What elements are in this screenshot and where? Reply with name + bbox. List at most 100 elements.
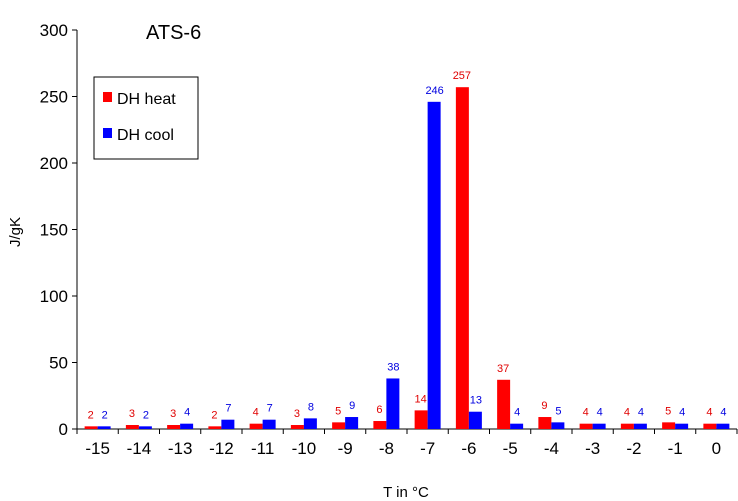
- x-tick-label: -3: [585, 439, 600, 458]
- data-label-heat: 37: [497, 363, 509, 375]
- data-label-heat: 6: [376, 404, 382, 416]
- bar-cool: [386, 378, 400, 429]
- data-label-heat: 257: [453, 70, 471, 82]
- data-label-cool: 2: [102, 409, 108, 421]
- y-axis-title: J/gK: [7, 217, 24, 247]
- data-label-cool: 38: [387, 361, 399, 373]
- x-tick-label: -9: [338, 439, 353, 458]
- x-tick-label: -5: [503, 439, 518, 458]
- x-tick-label: -10: [292, 439, 317, 458]
- bar-cool: [592, 423, 606, 429]
- data-label-heat: 4: [624, 407, 630, 419]
- bar-heat: [497, 379, 511, 429]
- data-label-cool: 4: [638, 407, 644, 419]
- x-tick-label: -2: [626, 439, 641, 458]
- data-label-heat: 4: [253, 407, 259, 419]
- data-label-heat: 4: [706, 407, 712, 419]
- legend-swatch-cool: [103, 128, 112, 138]
- bar-heat: [373, 421, 387, 429]
- bar-cool: [345, 417, 359, 429]
- y-tick-label: 200: [40, 154, 68, 173]
- bar-cool: [303, 418, 317, 429]
- data-label-cool: 246: [425, 85, 443, 97]
- bar-cool: [633, 423, 647, 429]
- legend: DH heat DH cool: [93, 76, 199, 160]
- data-label-heat: 14: [415, 393, 427, 405]
- bar-cool: [716, 423, 730, 429]
- bar-heat: [703, 423, 717, 429]
- data-label-cool: 7: [225, 403, 231, 415]
- data-label-cool: 9: [349, 400, 355, 412]
- data-label-heat: 5: [335, 405, 341, 417]
- x-tick-label: -7: [420, 439, 435, 458]
- bar-heat: [538, 417, 552, 429]
- data-label-cool: 13: [470, 395, 482, 407]
- x-tick-label: -1: [668, 439, 683, 458]
- bar-cool: [551, 422, 565, 429]
- x-tick-label: -8: [379, 439, 394, 458]
- x-tick-label: 0: [712, 439, 721, 458]
- bars: [84, 87, 730, 429]
- y-tick-label: 100: [40, 287, 68, 306]
- bar-heat: [249, 423, 263, 429]
- x-tick-label: -15: [85, 439, 110, 458]
- data-label-cool: 4: [514, 407, 520, 419]
- bar-cool: [180, 423, 194, 429]
- data-label-heat: 2: [211, 409, 217, 421]
- data-label-cool: 2: [143, 409, 149, 421]
- x-tick-label: -14: [127, 439, 152, 458]
- bar-heat: [125, 425, 139, 429]
- bar-heat: [84, 426, 98, 429]
- bar-cool: [468, 411, 482, 429]
- x-tick-label: -13: [168, 439, 193, 458]
- data-label-heat: 3: [294, 408, 300, 420]
- data-label-heat: 5: [665, 405, 671, 417]
- bar-cool: [138, 426, 152, 429]
- bar-cool: [675, 423, 689, 429]
- bar-heat: [290, 425, 304, 429]
- y-axis-title-group: J/gK: [7, 217, 24, 247]
- legend-label-heat: DH heat: [117, 91, 176, 108]
- bar-heat: [455, 87, 469, 429]
- y-tick-label: 250: [40, 88, 68, 107]
- y-tick-label: 150: [40, 221, 68, 240]
- data-label-cool: 4: [597, 407, 603, 419]
- bar-heat: [208, 426, 222, 429]
- y-tick-label: 50: [49, 354, 68, 373]
- data-label-cool: 5: [555, 405, 561, 417]
- bar-heat: [414, 410, 428, 429]
- bar-cool: [510, 423, 524, 429]
- chart-title: ATS-6: [146, 22, 201, 44]
- data-label-cool: 7: [267, 403, 273, 415]
- x-tick-label: -11: [251, 439, 274, 458]
- x-tick-label: -12: [209, 439, 234, 458]
- x-tick-label: -4: [544, 439, 559, 458]
- bar-heat: [579, 423, 593, 429]
- bar-heat: [332, 422, 346, 429]
- bar-heat: [620, 423, 634, 429]
- bar-cool: [427, 101, 441, 429]
- data-label-heat: 3: [129, 408, 135, 420]
- bar-cool: [221, 419, 235, 429]
- y-tick-label: 300: [40, 21, 68, 40]
- data-label-heat: 2: [88, 409, 94, 421]
- x-tick-label: -6: [461, 439, 476, 458]
- data-label-cool: 4: [679, 407, 685, 419]
- legend-swatch-heat: [103, 92, 112, 102]
- bar-heat: [662, 422, 676, 429]
- bar-cool: [97, 426, 111, 429]
- data-label-cool: 4: [720, 407, 726, 419]
- data-label-heat: 3: [170, 408, 176, 420]
- data-label-cool: 4: [184, 407, 190, 419]
- bar-heat: [167, 425, 181, 429]
- x-axis-title: T in °C: [383, 484, 429, 501]
- legend-box: [93, 76, 199, 160]
- y-tick-label: 0: [59, 420, 68, 439]
- bar-cool: [262, 419, 276, 429]
- legend-label-cool: DH cool: [117, 127, 174, 144]
- data-label-heat: 4: [583, 407, 589, 419]
- data-label-cool: 8: [308, 401, 314, 413]
